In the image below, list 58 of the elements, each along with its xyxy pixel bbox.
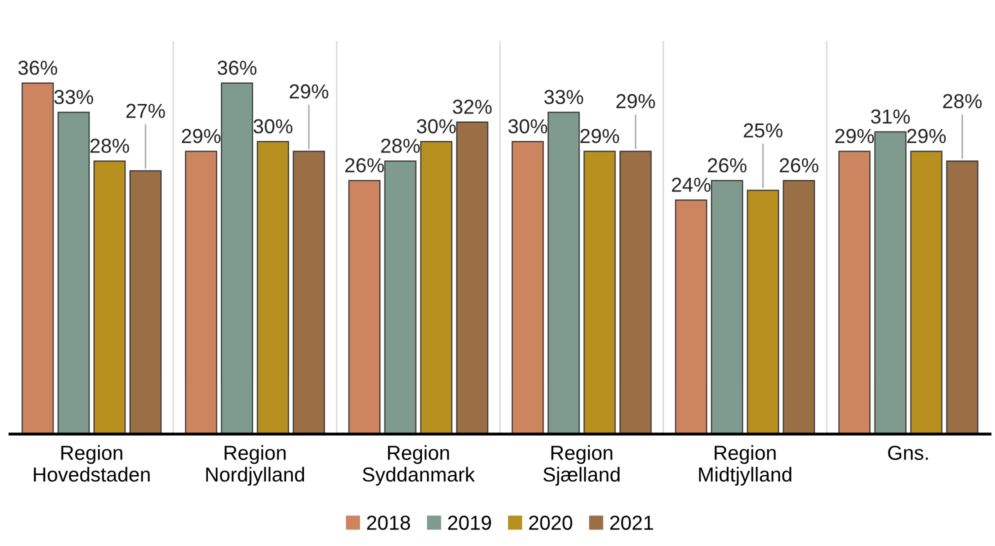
data-label: 26% xyxy=(780,158,818,172)
bar xyxy=(384,160,416,434)
data-label: 29% xyxy=(182,128,221,144)
bar xyxy=(129,170,162,434)
data-label: 28% xyxy=(90,138,130,153)
data-label: 33% xyxy=(54,90,94,104)
bar xyxy=(782,180,815,434)
bar xyxy=(874,131,906,434)
data-label: 29% xyxy=(835,128,874,144)
bar xyxy=(420,141,452,434)
bar xyxy=(456,122,488,434)
x-tick-label: Region Hovedstaden xyxy=(34,445,150,482)
x-tick-label: Region Midtjylland xyxy=(699,445,792,486)
bar xyxy=(348,180,380,434)
bar xyxy=(910,150,942,434)
data-label: 26% xyxy=(708,158,746,172)
x-tick-label: Region Nordjylland xyxy=(206,445,304,486)
data-label: 29% xyxy=(580,128,620,144)
data-label: 27% xyxy=(126,104,165,118)
bar xyxy=(746,190,780,434)
bar xyxy=(256,141,290,434)
bar xyxy=(946,160,978,434)
bar xyxy=(22,82,54,434)
legend-label: 2020 xyxy=(529,516,572,530)
bar xyxy=(94,160,126,434)
data-label: 33% xyxy=(544,90,584,104)
bar xyxy=(710,180,744,434)
legend-label: 2018 xyxy=(367,516,410,530)
data-label: 29% xyxy=(616,94,656,108)
x-tick-label: Region Sjælland xyxy=(543,445,620,486)
bar xyxy=(220,82,254,434)
bar xyxy=(512,141,544,434)
data-label: 36% xyxy=(18,60,58,75)
data-label: 30% xyxy=(254,119,292,134)
bar xyxy=(675,200,708,434)
data-label: 32% xyxy=(452,100,492,114)
data-label: 28% xyxy=(943,94,982,108)
bar xyxy=(292,150,325,434)
bar xyxy=(838,150,871,434)
bar xyxy=(548,112,580,434)
data-label: 31% xyxy=(871,109,910,124)
bar xyxy=(58,112,90,434)
x-tick-label: Region Syddanmark xyxy=(362,445,475,486)
legend-label: 2021 xyxy=(610,516,654,530)
data-label: 25% xyxy=(744,123,782,138)
data-label: 30% xyxy=(508,119,548,134)
bar xyxy=(619,150,652,434)
data-label: 24% xyxy=(672,178,711,192)
data-label: 29% xyxy=(290,84,328,99)
legend-label: 2019 xyxy=(448,516,491,530)
data-label: 29% xyxy=(907,128,946,144)
data-label: 28% xyxy=(381,138,420,153)
bar xyxy=(184,150,218,434)
data-label: 36% xyxy=(218,60,256,75)
data-label: 26% xyxy=(345,158,384,172)
data-label: 30% xyxy=(416,119,456,134)
bar xyxy=(584,150,616,434)
x-tick-label: Gns. xyxy=(888,446,928,460)
